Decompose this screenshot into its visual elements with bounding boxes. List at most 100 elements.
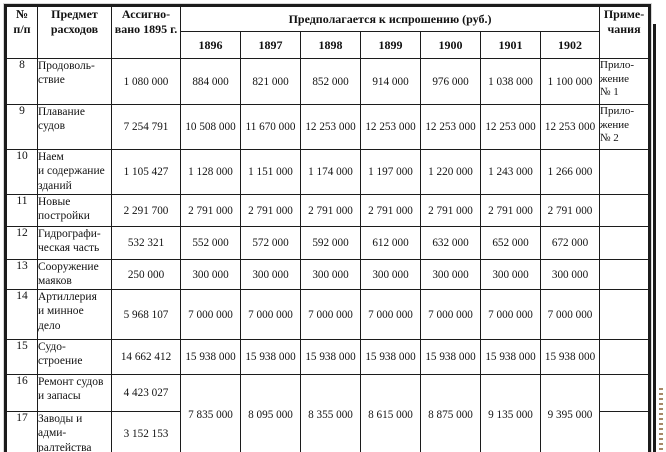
value-1896: 2 791 000 xyxy=(180,194,241,227)
year-header-1897: 1897 xyxy=(240,31,301,59)
assigned-1895-value: 3 152 153 xyxy=(111,410,181,452)
value-1898: 300 000 xyxy=(300,259,361,290)
value-1902: 1 100 000 xyxy=(539,58,601,105)
assigned-1895-value: 532 321 xyxy=(111,226,181,260)
table-row-13: 13 Сооружение маяков 250 000 300 000 300… xyxy=(5,259,651,290)
assigned-1895-value: 4 423 027 xyxy=(111,374,181,412)
expense-subject: Новые постройки xyxy=(37,194,112,227)
year-header-1901: 1901 xyxy=(480,31,541,59)
row-number: 12 xyxy=(5,226,38,260)
expense-subject: Заводы и адми- ралтейства xyxy=(37,410,112,452)
value-1896: 300 000 xyxy=(180,259,241,290)
note-cell xyxy=(599,194,651,227)
table-row-15: 15 Судо- строение 14 662 412 15 938 000 … xyxy=(5,339,651,375)
value-1898: 2 791 000 xyxy=(300,194,361,227)
row-number: 8 xyxy=(5,58,38,105)
value-1901: 15 938 000 xyxy=(480,339,541,375)
value-1900: 976 000 xyxy=(420,58,481,105)
table-row-12: 12 Гидрографи- ческая часть 532 321 552 … xyxy=(5,226,651,260)
merged-value-1897: 8 095 000 xyxy=(240,373,301,452)
value-1896: 10 508 000 xyxy=(180,104,241,150)
value-1898: 7 000 000 xyxy=(300,289,361,340)
year-header-1896: 1896 xyxy=(180,31,241,59)
value-1896: 552 000 xyxy=(180,226,241,260)
table-row-8: 8 Продоволь- ствие 1 080 000 884 000 821… xyxy=(5,58,651,105)
value-1898: 852 000 xyxy=(300,58,361,105)
value-1899: 7 000 000 xyxy=(360,289,421,340)
value-1900: 7 000 000 xyxy=(420,289,481,340)
assigned-1895-value: 1 105 427 xyxy=(111,149,181,195)
row-number: 11 xyxy=(5,194,38,227)
value-1900: 2 791 000 xyxy=(420,194,481,227)
merged-value-1901: 9 135 000 xyxy=(480,373,541,452)
col-header-assigned-1895: Ассигно- вано 1895 г. xyxy=(111,5,181,59)
table-row-11: 11 Новые постройки 2 291 700 2 791 000 2… xyxy=(5,194,651,227)
value-1898: 1 174 000 xyxy=(300,149,361,195)
value-1897: 15 938 000 xyxy=(240,339,301,375)
value-1897: 1 151 000 xyxy=(240,149,301,195)
table-row-14: 14 Артиллерия и минное дело 5 968 107 7 … xyxy=(5,289,651,340)
value-1902: 15 938 000 xyxy=(539,339,601,375)
value-1900: 15 938 000 xyxy=(420,339,481,375)
assigned-1895-value: 5 968 107 xyxy=(111,289,181,340)
row-number: 14 xyxy=(5,289,38,340)
merged-value-1899: 8 615 000 xyxy=(360,373,421,452)
value-1898: 15 938 000 xyxy=(300,339,361,375)
merged-value-1902: 9 395 000 xyxy=(539,373,601,452)
merged-value-1898: 8 355 000 xyxy=(300,373,361,452)
year-header-1900: 1900 xyxy=(420,31,481,59)
value-1899: 12 253 000 xyxy=(360,104,421,150)
expense-subject: Плавание судов xyxy=(37,104,112,150)
year-header-1898: 1898 xyxy=(300,31,361,59)
assigned-1895-value: 2 291 700 xyxy=(111,194,181,227)
value-1896: 7 000 000 xyxy=(180,289,241,340)
value-1897: 300 000 xyxy=(240,259,301,290)
value-1900: 1 220 000 xyxy=(420,149,481,195)
value-1899: 15 938 000 xyxy=(360,339,421,375)
scan-artifact-dashes xyxy=(659,388,663,450)
note-cell xyxy=(599,149,651,195)
value-1898: 12 253 000 xyxy=(300,104,361,150)
value-1902: 7 000 000 xyxy=(539,289,601,340)
value-1896: 1 128 000 xyxy=(180,149,241,195)
page-edge-rule xyxy=(653,24,656,452)
expense-subject: Гидрографи- ческая часть xyxy=(37,226,112,260)
row-number: 9 xyxy=(5,104,38,150)
assigned-1895-value: 250 000 xyxy=(111,259,181,290)
col-header-notes: Приме- чания xyxy=(599,5,651,59)
note-cell xyxy=(599,339,651,375)
value-1901: 1 038 000 xyxy=(480,58,541,105)
header-row-years: 1896 1897 1898 1899 1900 1901 1902 xyxy=(6,31,650,59)
value-1897: 821 000 xyxy=(240,58,301,105)
note-cell xyxy=(599,374,651,412)
value-1902: 12 253 000 xyxy=(539,104,601,150)
row-number: 10 xyxy=(5,149,38,195)
value-1897: 2 791 000 xyxy=(240,194,301,227)
table-row-10: 10 Наем и содержание зданий 1 105 427 1 … xyxy=(5,149,651,195)
value-1897: 572 000 xyxy=(240,226,301,260)
value-1900: 12 253 000 xyxy=(420,104,481,150)
expense-subject: Продоволь- ствие xyxy=(37,58,112,105)
row-number: 15 xyxy=(5,339,38,375)
note-cell xyxy=(599,410,651,452)
note-cell xyxy=(599,226,651,260)
value-1896: 15 938 000 xyxy=(180,339,241,375)
note-cell xyxy=(599,259,651,290)
value-1902: 300 000 xyxy=(539,259,601,290)
col-header-number: № п/п xyxy=(5,5,38,59)
assigned-1895-value: 14 662 412 xyxy=(111,339,181,375)
expense-subject: Судо- строение xyxy=(37,339,112,375)
value-1901: 2 791 000 xyxy=(480,194,541,227)
value-1899: 300 000 xyxy=(360,259,421,290)
note-cell xyxy=(599,289,651,340)
value-1899: 1 197 000 xyxy=(360,149,421,195)
col-header-subject: Предмет расходов xyxy=(37,5,112,59)
value-1899: 612 000 xyxy=(360,226,421,260)
value-1901: 652 000 xyxy=(480,226,541,260)
value-1901: 300 000 xyxy=(480,259,541,290)
value-1897: 11 670 000 xyxy=(240,104,301,150)
expense-subject: Наем и содержание зданий xyxy=(37,149,112,195)
value-1898: 592 000 xyxy=(300,226,361,260)
col-header-proposed: Предполагается к испрошению (руб.) xyxy=(179,5,601,32)
